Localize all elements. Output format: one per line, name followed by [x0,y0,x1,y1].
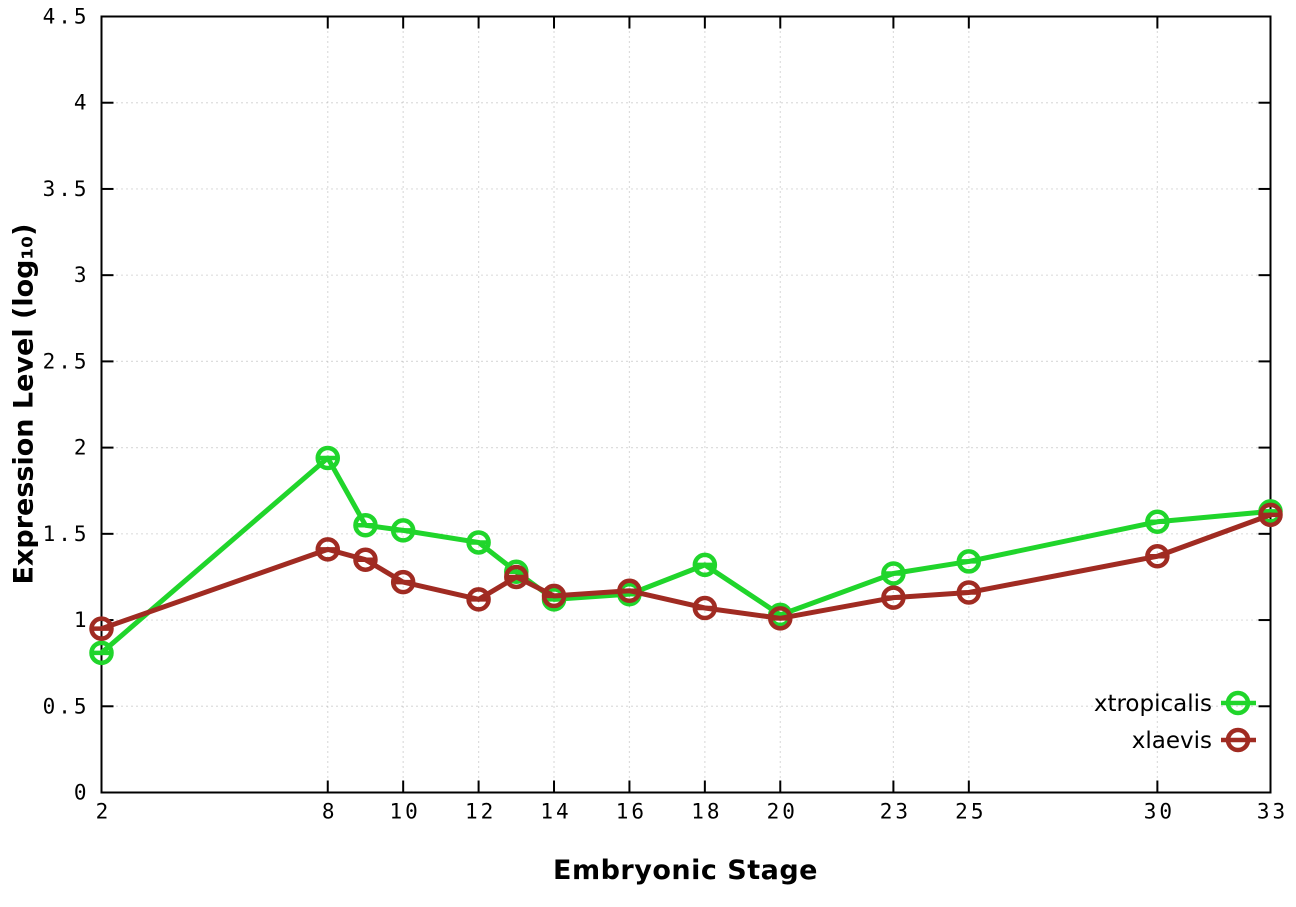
series-xlaevis-marker-30 [1145,544,1170,569]
y-tick-label-3: 3 [74,263,90,287]
x-tick-label-23: 23 [880,800,911,824]
y-axis-title: Expression Level (log₁₀) [8,223,40,585]
series-xtropicalis-marker-9 [353,512,378,538]
series-xlaevis-marker-9 [353,547,378,572]
y-tick-label-2.5: 2.5 [43,349,90,373]
plot-border [100,15,1272,794]
x-tick-label-20: 20 [767,800,798,824]
series-xtropicalis-marker-18 [692,552,718,578]
series-xlaevis-marker-33 [1258,502,1283,528]
legend-sample-marker-xlaevis [1225,727,1251,753]
series-xlaevis-marker-10 [390,569,416,595]
x-tick-label-2: 2 [96,800,112,824]
series-xtropicalis-marker-8 [315,445,341,471]
x-tick-label-18: 18 [691,800,722,824]
series-xlaevis-line [99,512,1273,632]
series-xtropicalis-marker-25 [956,549,982,574]
series-xtropicalis-marker-2 [89,640,114,666]
series-xlaevis-marker-13 [504,564,529,590]
x-tick-label-30: 30 [1144,800,1175,824]
x-axis-title: Embryonic Stage [553,855,818,886]
series-xlaevis-marker-18 [692,595,718,621]
series-xtropicalis-marker-12 [466,530,491,555]
series-xtropicalis-marker-10 [390,518,416,543]
series-xlaevis-marker-14 [541,583,567,609]
legend-label-xtropicalis: xtropicalis [1094,691,1212,717]
y-tick-label-1.5: 1.5 [43,522,90,546]
x-tick-label-10: 10 [390,800,421,824]
series-xtropicalis-marker-23 [881,561,906,586]
y-tick-label-1: 1 [74,608,90,632]
x-tick-label-14: 14 [540,800,571,824]
x-tick-label-16: 16 [616,800,647,824]
y-tick-label-2: 2 [74,436,90,460]
y-tick-label-0: 0 [74,781,90,805]
series-xlaevis-marker-12 [466,587,491,612]
legend-label-xlaevis: xlaevis [1132,728,1212,754]
series-xlaevis-marker-23 [881,585,906,610]
x-tick-label-33: 33 [1257,800,1288,824]
series-xtropicalis-marker-30 [1145,509,1170,535]
series-xlaevis-marker-25 [956,580,982,605]
series-xlaevis-marker-2 [89,616,114,641]
x-tick-label-25: 25 [955,800,986,824]
y-tick-label-4.5: 4.5 [43,5,90,29]
legend-sample-marker-xtropicalis [1225,690,1251,716]
x-tick-label-12: 12 [465,800,496,824]
y-tick-label-3.5: 3.5 [43,177,90,201]
series-xtropicalis-line [99,455,1273,656]
series-xlaevis-marker-16 [617,578,642,603]
y-tick-label-0.5: 0.5 [43,694,90,718]
series-xlaevis-marker-8 [315,537,341,562]
y-tick-label-4: 4 [74,91,90,115]
x-tick-label-8: 8 [322,800,338,824]
series-xlaevis-marker-20 [768,606,793,631]
